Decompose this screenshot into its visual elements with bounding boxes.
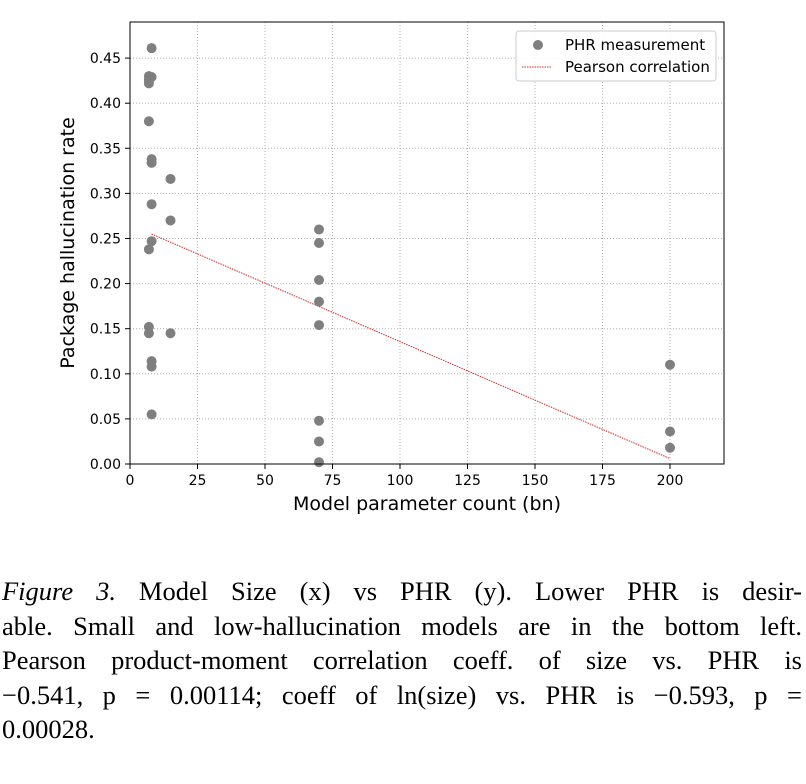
x-tick-label: 75 <box>324 473 342 489</box>
phr-point <box>665 442 675 453</box>
phr-points <box>143 43 675 468</box>
scatter-chart: 0 25 50 75 100 125 150 175 200 0.000.050.100.150… <box>57 21 725 515</box>
legend-label-phr: PHR measurement <box>565 36 705 54</box>
phr-point <box>146 157 157 168</box>
y-tick-label: 0.25 <box>90 231 121 247</box>
phr-point <box>314 238 324 248</box>
plot-frame <box>129 21 725 465</box>
x-axis-title: Model parameter count (bn) <box>293 493 561 515</box>
legend-box <box>515 30 717 82</box>
phr-point <box>165 215 176 226</box>
caption-line-4: −0.541, p = 0.00114; coeff of ln(size) v… <box>2 679 802 710</box>
legend-marker-phr <box>533 40 543 50</box>
caption-line-5: 0.00028. <box>2 714 95 744</box>
caption-line-3: Pearson product-moment correlation coeff… <box>2 645 802 675</box>
pearson-correlation-line <box>151 233 671 460</box>
x-tick-label: 25 <box>189 473 207 489</box>
phr-point <box>314 274 324 285</box>
x-tick-label: 150 <box>522 473 549 489</box>
phr-point <box>314 224 324 235</box>
phr-point <box>146 236 157 247</box>
phr-point <box>146 409 157 420</box>
phr-point <box>165 328 176 339</box>
phr-point <box>665 359 675 370</box>
x-tick-label: 200 <box>657 473 684 489</box>
y-tick-label: 0.10 <box>90 367 121 383</box>
x-tick-label: 175 <box>589 473 616 489</box>
phr-point <box>314 436 324 447</box>
legend-label-pearson: Pearson correlation <box>565 58 710 76</box>
y-tick-label: 0.30 <box>90 186 121 202</box>
x-tick-label: 0 <box>126 473 135 489</box>
phr-point <box>314 415 324 426</box>
phr-point <box>143 116 154 127</box>
y-tick-label: 0.40 <box>90 96 121 112</box>
y-tick-label: 0.05 <box>90 412 121 428</box>
x-tick-label: 50 <box>256 473 274 489</box>
caption-label: Figure 3. <box>2 576 116 606</box>
phr-point <box>143 78 154 89</box>
y-tick-label: 0.35 <box>90 141 121 157</box>
y-ticks: 0.00 0.05 0.10 0.15 0.20 0.25 0.30 0.35 0.40 0.45 <box>90 51 130 473</box>
phr-point <box>665 426 675 437</box>
phr-point <box>146 43 157 54</box>
y-axis-title: Package hallucination rate <box>57 117 79 369</box>
grid <box>129 22 724 465</box>
y-tick-label: 0.45 <box>90 51 121 67</box>
x-tick-label: 125 <box>454 473 481 489</box>
phr-point <box>143 328 154 339</box>
phr-point <box>143 244 154 255</box>
caption-line-2: able. Small and low-hallucination models… <box>2 610 802 641</box>
phr-point <box>314 320 324 331</box>
phr-point <box>314 457 324 468</box>
y-tick-label: 0.00 <box>90 457 121 473</box>
figure-caption: Figure 3. Model Size (x) vs PHR (y). Low… <box>2 574 802 747</box>
phr-point <box>146 361 157 372</box>
x-tick-label: 100 <box>387 473 414 489</box>
caption-text-1: Model Size (x) vs PHR (y). Lower PHR is … <box>138 576 802 606</box>
y-tick-label: 0.15 <box>90 322 121 338</box>
legend: PHR measurement Pearson correlation <box>515 30 717 82</box>
x-ticks: 0 25 50 75 100 125 150 175 200 <box>126 464 684 489</box>
phr-point <box>165 173 176 184</box>
caption-line-1: Figure 3. Model Size (x) vs PHR (y). Low… <box>2 574 802 609</box>
phr-point <box>146 199 157 210</box>
phr-point <box>314 296 324 307</box>
y-tick-label: 0.20 <box>90 277 121 293</box>
